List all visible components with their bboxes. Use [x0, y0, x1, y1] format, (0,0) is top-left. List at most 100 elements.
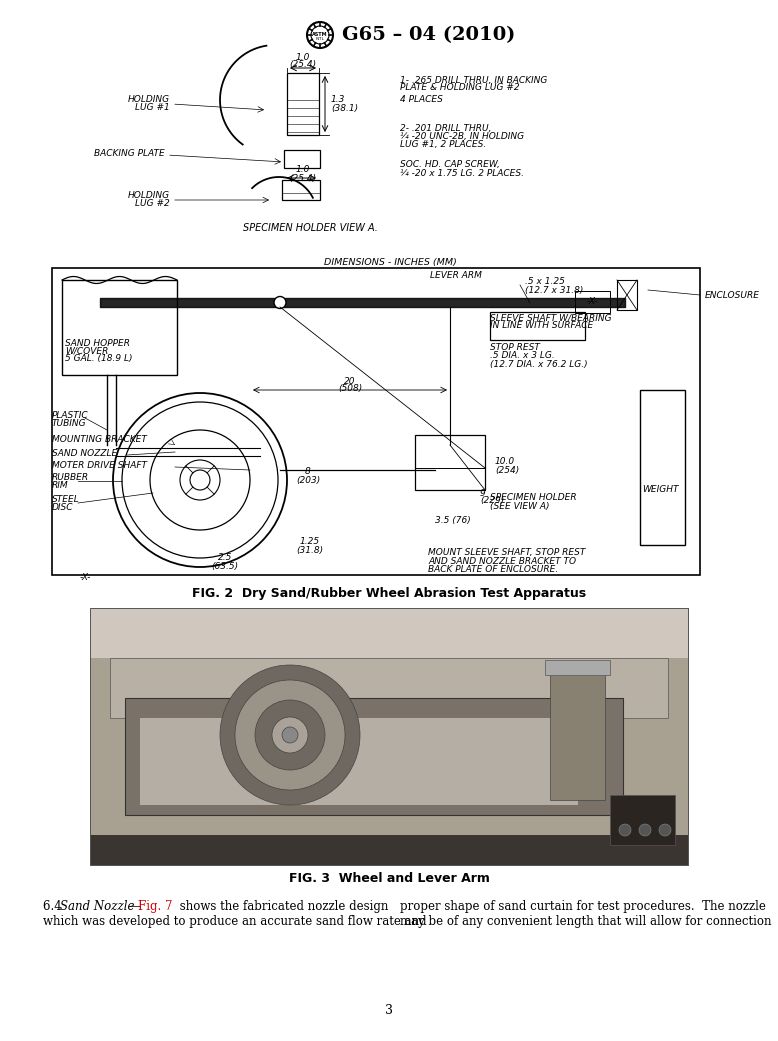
- Circle shape: [255, 700, 325, 770]
- Text: -X-: -X-: [587, 298, 598, 306]
- Bar: [415, 435, 485, 490]
- Text: DIMENSIONS - INCHES (MM): DIMENSIONS - INCHES (MM): [324, 257, 457, 266]
- Text: SAND NOZZLE: SAND NOZZLE: [52, 449, 117, 457]
- Text: WEIGHT: WEIGHT: [642, 485, 678, 494]
- Text: SLEEVE SHAFT W/BEARING: SLEEVE SHAFT W/BEARING: [490, 313, 612, 323]
- Bar: [140, 718, 578, 805]
- Text: SOC. HD. CAP SCREW,: SOC. HD. CAP SCREW,: [400, 160, 500, 170]
- Text: 1.0: 1.0: [296, 53, 310, 62]
- Text: proper shape of sand curtain for test procedures.  The nozzle: proper shape of sand curtain for test pr…: [400, 900, 766, 913]
- Text: (12.7 DIA. x 76.2 LG.): (12.7 DIA. x 76.2 LG.): [490, 359, 587, 369]
- Text: MOUNTING BRACKET: MOUNTING BRACKET: [52, 435, 147, 445]
- Text: BACK PLATE OF ENCLOSURE.: BACK PLATE OF ENCLOSURE.: [428, 564, 559, 574]
- Circle shape: [272, 717, 308, 753]
- Text: ENCLOSURE: ENCLOSURE: [705, 290, 760, 300]
- Text: SAND HOPPER: SAND HOPPER: [65, 338, 130, 348]
- Text: W/COVER: W/COVER: [65, 347, 108, 355]
- Text: Sand Nozzle: Sand Nozzle: [60, 900, 135, 913]
- Text: 2- .201 DRILL THRU,: 2- .201 DRILL THRU,: [400, 124, 492, 132]
- Text: 3: 3: [385, 1004, 393, 1016]
- Text: 1.3: 1.3: [331, 96, 345, 104]
- Text: .5 DIA. x 3 LG.: .5 DIA. x 3 LG.: [490, 352, 555, 360]
- Bar: [545, 660, 610, 675]
- Text: 4 PLACES: 4 PLACES: [400, 96, 443, 104]
- Text: 8: 8: [305, 467, 311, 477]
- Text: (203): (203): [296, 476, 320, 484]
- Text: G65 – 04 (2010): G65 – 04 (2010): [342, 26, 515, 44]
- Text: (31.8): (31.8): [296, 545, 324, 555]
- Bar: [610, 795, 675, 845]
- Circle shape: [659, 824, 671, 836]
- Bar: [90, 608, 688, 658]
- Text: FIG. 2  Dry Sand/Rubber Wheel Abrasion Test Apparatus: FIG. 2 Dry Sand/Rubber Wheel Abrasion Te…: [192, 586, 586, 600]
- Text: shows the fabricated nozzle design: shows the fabricated nozzle design: [176, 900, 388, 913]
- Text: HOLDING: HOLDING: [128, 192, 170, 201]
- Text: RUBBER: RUBBER: [52, 474, 89, 482]
- Text: LUG #1: LUG #1: [135, 103, 170, 112]
- Text: 20: 20: [344, 377, 356, 385]
- Text: may be of any convenient length that will allow for connection: may be of any convenient length that wil…: [400, 915, 772, 928]
- Text: (38.1): (38.1): [331, 103, 358, 112]
- Text: PLATE & HOLDING LUG #2: PLATE & HOLDING LUG #2: [400, 83, 520, 93]
- Text: 1.25: 1.25: [300, 537, 320, 547]
- Bar: [282, 180, 320, 200]
- Text: IN LINE WITH SURFACE: IN LINE WITH SURFACE: [490, 322, 594, 330]
- Bar: [62, 280, 177, 375]
- Text: STEEL: STEEL: [52, 496, 80, 505]
- Text: (25.4): (25.4): [289, 60, 317, 70]
- Text: (508): (508): [338, 384, 362, 393]
- Bar: [90, 608, 688, 865]
- Text: .5 x 1.25: .5 x 1.25: [525, 278, 565, 286]
- Circle shape: [282, 727, 298, 743]
- Text: (229): (229): [480, 497, 504, 506]
- Text: —: —: [128, 900, 140, 913]
- Bar: [90, 835, 688, 865]
- Bar: [52, 268, 700, 575]
- Bar: [617, 280, 637, 310]
- Text: -X-: -X-: [79, 573, 91, 582]
- Text: 9: 9: [480, 488, 485, 498]
- Text: PLASTIC: PLASTIC: [52, 410, 89, 420]
- Text: Fig. 7: Fig. 7: [138, 900, 173, 913]
- Text: ASTM: ASTM: [312, 31, 328, 36]
- Text: (63.5): (63.5): [212, 561, 239, 570]
- Text: LUG #1, 2 PLACES.: LUG #1, 2 PLACES.: [400, 139, 486, 149]
- Circle shape: [274, 297, 286, 308]
- Bar: [110, 658, 668, 718]
- Bar: [287, 73, 319, 135]
- Text: 1- .265 DRILL THRU, IN BACKING: 1- .265 DRILL THRU, IN BACKING: [400, 76, 548, 84]
- Circle shape: [619, 824, 631, 836]
- Text: (SEE VIEW A): (SEE VIEW A): [490, 502, 549, 510]
- Text: 6.4: 6.4: [43, 900, 65, 913]
- Text: ¼ -20 x 1.75 LG. 2 PLACES.: ¼ -20 x 1.75 LG. 2 PLACES.: [400, 169, 524, 178]
- Text: STOP REST: STOP REST: [490, 344, 540, 353]
- Text: DISC: DISC: [52, 504, 73, 512]
- Circle shape: [220, 665, 360, 805]
- Text: which was developed to produce an accurate sand flow rate and: which was developed to produce an accura…: [43, 915, 426, 928]
- Text: BACKING PLATE: BACKING PLATE: [94, 149, 165, 157]
- Bar: [90, 608, 688, 865]
- Text: ¼ -20 UNC-2B, IN HOLDING: ¼ -20 UNC-2B, IN HOLDING: [400, 131, 524, 141]
- Text: 3.5 (76): 3.5 (76): [435, 515, 471, 525]
- Text: 2.5: 2.5: [218, 554, 232, 562]
- Text: AND SAND NOZZLE BRACKET TO: AND SAND NOZZLE BRACKET TO: [428, 557, 576, 565]
- Circle shape: [235, 680, 345, 790]
- Text: SPECIMEN HOLDER VIEW A.: SPECIMEN HOLDER VIEW A.: [243, 223, 377, 233]
- Bar: [284, 150, 320, 168]
- Text: TUBING: TUBING: [52, 418, 86, 428]
- Text: HOLDING: HOLDING: [128, 96, 170, 104]
- Text: LEVER ARM: LEVER ARM: [430, 271, 482, 279]
- Text: 5 GAL. (18.9 L): 5 GAL. (18.9 L): [65, 355, 132, 363]
- Bar: [550, 670, 605, 799]
- Text: SPECIMEN HOLDER: SPECIMEN HOLDER: [490, 493, 576, 503]
- Bar: [575, 291, 610, 313]
- Text: (25.4): (25.4): [289, 174, 317, 182]
- Text: (254): (254): [495, 465, 519, 475]
- Text: MOTER DRIVE SHAFT: MOTER DRIVE SHAFT: [52, 460, 147, 469]
- Text: (12.7 x 31.8): (12.7 x 31.8): [525, 285, 584, 295]
- Text: RIM: RIM: [52, 482, 68, 490]
- Bar: [640, 390, 685, 545]
- Text: MOUNT SLEEVE SHAFT, STOP REST: MOUNT SLEEVE SHAFT, STOP REST: [428, 549, 585, 558]
- Text: LUG #2: LUG #2: [135, 200, 170, 208]
- Bar: [125, 699, 623, 815]
